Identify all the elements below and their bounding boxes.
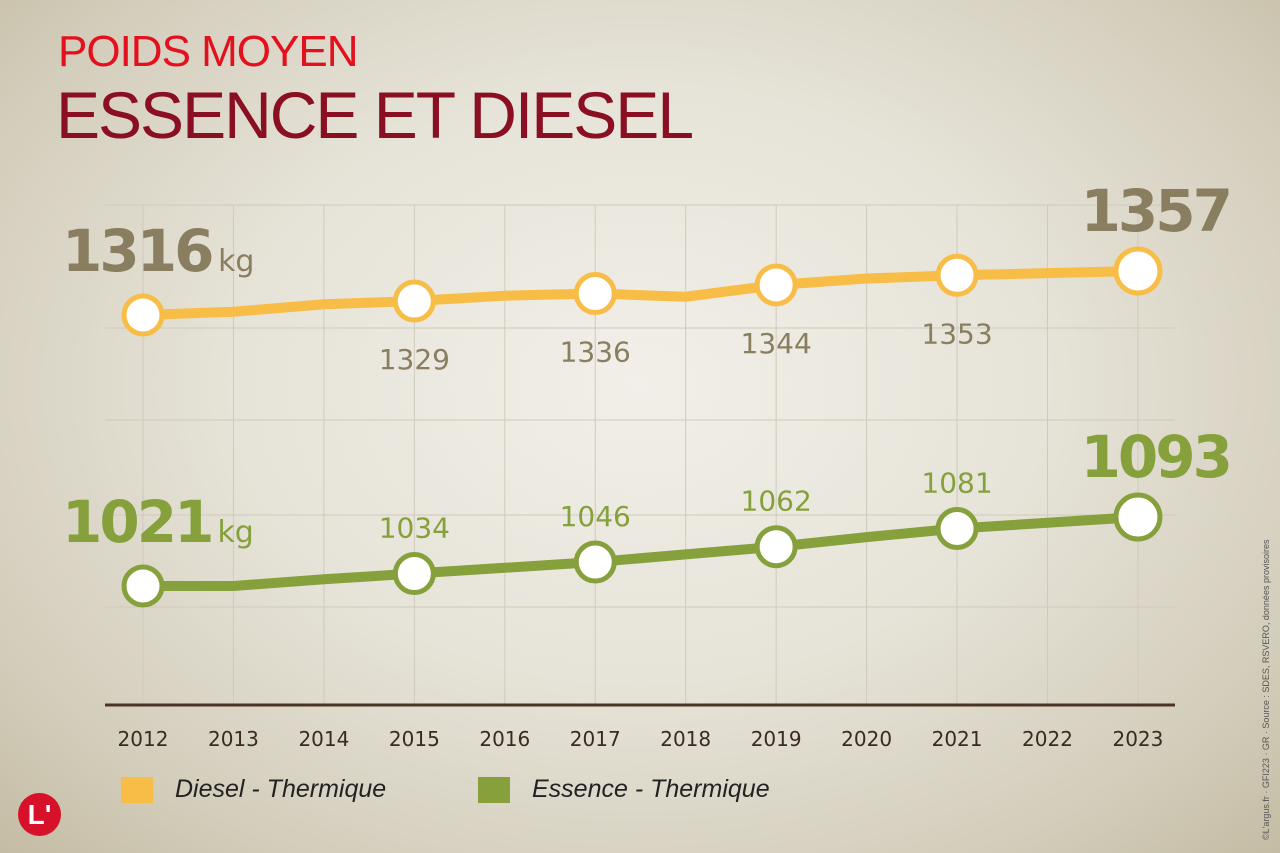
data-label: 1081 bbox=[921, 467, 992, 500]
largus-logo: L' bbox=[18, 793, 61, 836]
unit-label: kg bbox=[217, 515, 253, 550]
data-point bbox=[121, 564, 165, 608]
x-tick-label: 2023 bbox=[1112, 727, 1163, 751]
data-label: 1353 bbox=[921, 317, 992, 350]
x-tick-label: 2020 bbox=[841, 727, 892, 751]
legend-swatch-essence bbox=[478, 776, 510, 803]
logo-text: L' bbox=[27, 798, 52, 830]
data-point bbox=[1113, 492, 1163, 542]
x-tick-label: 2022 bbox=[1022, 727, 1073, 751]
data-label: 1062 bbox=[741, 485, 812, 518]
legend-label-diesel: Diesel - Thermique bbox=[175, 775, 387, 803]
data-label-end: 1357 bbox=[1081, 177, 1230, 245]
data-label: 1336 bbox=[560, 336, 631, 369]
x-tick-label: 2014 bbox=[298, 727, 349, 751]
data-label: 1046 bbox=[560, 500, 631, 533]
x-tick-label: 2016 bbox=[479, 727, 530, 751]
data-point bbox=[754, 525, 798, 569]
x-tick-label: 2015 bbox=[389, 727, 440, 751]
data-point bbox=[935, 507, 979, 551]
legend-swatch-diesel bbox=[121, 776, 153, 803]
x-tick-label: 2019 bbox=[751, 727, 802, 751]
legend-essence: Essence - Thermique bbox=[478, 775, 770, 804]
series-line-diesel bbox=[142, 266, 1139, 320]
unit-label: kg bbox=[218, 244, 254, 279]
data-label-start: 1021 bbox=[62, 488, 211, 556]
series-line-essence bbox=[143, 512, 1139, 591]
x-tick-label: 2018 bbox=[660, 727, 711, 751]
data-point bbox=[935, 253, 979, 297]
x-tick-label: 2013 bbox=[208, 727, 259, 751]
data-label-start: 1316 bbox=[62, 217, 212, 285]
data-point bbox=[573, 272, 617, 316]
data-point bbox=[754, 263, 798, 307]
x-tick-label: 2012 bbox=[118, 727, 169, 751]
x-tick-label: 2017 bbox=[570, 727, 621, 751]
data-point bbox=[392, 279, 436, 323]
data-label: 1344 bbox=[741, 327, 812, 360]
data-label: 1034 bbox=[379, 512, 450, 545]
source-note: ©L'argus.fr · GFI223 · GR · Source : SDE… bbox=[1261, 539, 1271, 840]
data-label: 1329 bbox=[379, 343, 450, 376]
legend-label-essence: Essence - Thermique bbox=[532, 775, 770, 803]
title-line1: POIDS MOYEN bbox=[58, 27, 358, 76]
data-point bbox=[392, 552, 436, 596]
data-label-end: 1093 bbox=[1081, 423, 1230, 491]
title-line2: ESSENCE ET DIESEL bbox=[56, 78, 694, 152]
data-point bbox=[121, 293, 165, 337]
legend-diesel: Diesel - Thermique bbox=[121, 775, 386, 804]
data-point bbox=[1113, 246, 1163, 296]
x-tick-label: 2021 bbox=[932, 727, 983, 751]
data-point bbox=[573, 540, 617, 584]
